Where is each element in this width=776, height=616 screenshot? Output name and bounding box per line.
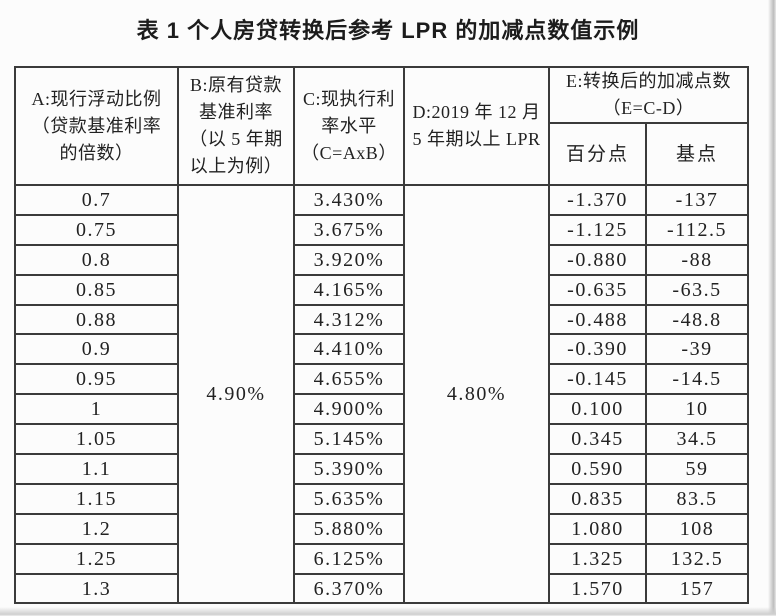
cell-basis-points: -48.8 <box>645 303 749 336</box>
table-row: 0.8 3.920% -0.880 -88 <box>14 243 749 276</box>
cell-float-ratio: 0.8 <box>14 243 179 276</box>
cell-float-ratio: 1 <box>14 393 179 426</box>
cell-float-ratio: 0.7 <box>14 184 179 216</box>
cell-float-ratio: 1.25 <box>14 542 179 575</box>
header-benchmark-rate: B:原有贷款 基准利率 （以 5 年期 以上为例） <box>177 66 295 186</box>
cell-float-ratio: 0.88 <box>14 303 179 336</box>
cell-percentage-points: -0.390 <box>548 333 647 366</box>
cell-basis-points: -137 <box>645 184 749 216</box>
cell-executed-rate: 4.165% <box>293 273 405 306</box>
cell-basis-points: -39 <box>645 333 749 366</box>
cell-executed-rate: 5.390% <box>293 453 405 485</box>
cell-basis-points: 132.5 <box>645 542 749 575</box>
table-row: 1 4.900% 0.100 10 <box>14 393 749 426</box>
table-row: 1.15 5.635% 0.835 83.5 <box>14 482 749 515</box>
table-row: 1.1 5.390% 0.590 59 <box>14 453 749 485</box>
cell-executed-rate: 5.145% <box>293 423 405 456</box>
cell-float-ratio: 1.1 <box>14 453 179 485</box>
table-row: 1.25 6.125% 1.325 132.5 <box>14 542 749 575</box>
header-percentage-points: 百分点 <box>548 122 647 186</box>
header-row-main: A:现行浮动比例 （贷款基准利率 的倍数） B:原有贷款 基准利率 （以 5 年… <box>14 66 749 186</box>
cell-basis-points: 108 <box>645 512 749 545</box>
cell-basis-points: 59 <box>645 453 749 485</box>
photo-edge-right <box>768 0 776 616</box>
cell-float-ratio: 1.05 <box>14 423 179 456</box>
cell-executed-rate: 4.655% <box>293 363 405 396</box>
cell-executed-rate: 3.675% <box>293 213 405 246</box>
cell-basis-points: 10 <box>645 393 749 426</box>
header-conversion-points: E:转换后的加减点数 （E=C-D） <box>548 66 749 124</box>
cell-percentage-points: 0.590 <box>548 453 647 485</box>
cell-executed-rate: 6.370% <box>293 572 405 605</box>
cell-executed-rate: 3.430% <box>293 184 405 216</box>
cell-percentage-points: -0.635 <box>548 273 647 306</box>
cell-percentage-points: -0.145 <box>548 363 647 396</box>
cell-basis-points: -63.5 <box>645 273 749 306</box>
cell-executed-rate: 6.125% <box>293 542 405 575</box>
cell-percentage-points: -0.880 <box>548 243 647 276</box>
cell-percentage-points: 0.345 <box>548 423 647 456</box>
cell-percentage-points: 1.080 <box>548 512 647 545</box>
lpr-conversion-table: A:现行浮动比例 （贷款基准利率 的倍数） B:原有贷款 基准利率 （以 5 年… <box>14 66 749 605</box>
cell-basis-points: 157 <box>645 572 749 605</box>
table-row: 0.88 4.312% -0.488 -48.8 <box>14 303 749 336</box>
cell-percentage-points: 1.325 <box>548 542 647 575</box>
table-row: 0.85 4.165% -0.635 -63.5 <box>14 273 749 306</box>
cell-float-ratio: 0.9 <box>14 333 179 366</box>
cell-float-ratio: 1.15 <box>14 482 179 515</box>
table-row: 0.95 4.655% -0.145 -14.5 <box>14 363 749 396</box>
cell-executed-rate: 5.880% <box>293 512 405 545</box>
cell-benchmark-rate-merged: 4.90% <box>177 183 295 605</box>
table-row: 1.05 5.145% 0.345 34.5 <box>14 423 749 456</box>
photo-edge-bottom <box>0 607 776 616</box>
table-row: 0.7 4.90% 3.430% 4.80% -1.370 -137 <box>14 183 749 605</box>
header-row-sub: 百分点 基点 <box>15 122 749 186</box>
cell-basis-points: 34.5 <box>645 423 749 456</box>
cell-executed-rate: 5.635% <box>293 482 405 515</box>
cell-executed-rate: 4.312% <box>293 303 405 336</box>
cell-percentage-points: -0.488 <box>548 303 647 336</box>
cell-basis-points: -14.5 <box>645 363 749 396</box>
cell-float-ratio: 1.2 <box>14 512 179 545</box>
cell-executed-rate: 4.410% <box>293 333 405 366</box>
table-title: 表 1 个人房贷转换后参考 LPR 的加减点数值示例 <box>136 18 640 43</box>
cell-percentage-points: 1.570 <box>548 572 647 605</box>
cell-percentage-points: 0.835 <box>548 482 647 515</box>
table-row: 1.3 6.370% 1.570 157 <box>14 572 749 605</box>
cell-float-ratio: 0.85 <box>14 273 179 306</box>
cell-basis-points: -112.5 <box>645 213 749 246</box>
cell-percentage-points: -1.125 <box>548 213 647 246</box>
cell-float-ratio: 0.95 <box>14 363 179 396</box>
cell-lpr-rate-merged: 4.80% <box>403 183 550 605</box>
table-row: 0.9 4.410% -0.390 -39 <box>14 333 749 366</box>
header-executed-rate: C:现执行利 率水平 （C=AxB） <box>293 66 405 186</box>
cell-basis-points: 83.5 <box>645 482 749 515</box>
table-row: 1.2 5.880% 1.080 108 <box>14 512 749 545</box>
table-row: 0.75 3.675% -1.125 -112.5 <box>14 213 749 246</box>
cell-float-ratio: 0.75 <box>14 213 179 246</box>
cell-percentage-points: -1.370 <box>548 184 647 216</box>
cell-basis-points: -88 <box>645 243 749 276</box>
cell-executed-rate: 3.920% <box>293 243 405 276</box>
header-basis-points: 基点 <box>645 122 749 186</box>
header-lpr-2019-dec: D:2019 年 12 月 5 年期以上 LPR <box>403 66 550 186</box>
cell-executed-rate: 4.900% <box>293 393 405 426</box>
table-body: 0.7 4.90% 3.430% 4.80% -1.370 -137 0.75 3.675% -… <box>14 183 749 605</box>
cell-float-ratio: 1.3 <box>14 572 179 605</box>
header-current-float-ratio: A:现行浮动比例 （贷款基准利率 的倍数） <box>14 66 179 186</box>
cell-percentage-points: 0.100 <box>548 393 647 426</box>
